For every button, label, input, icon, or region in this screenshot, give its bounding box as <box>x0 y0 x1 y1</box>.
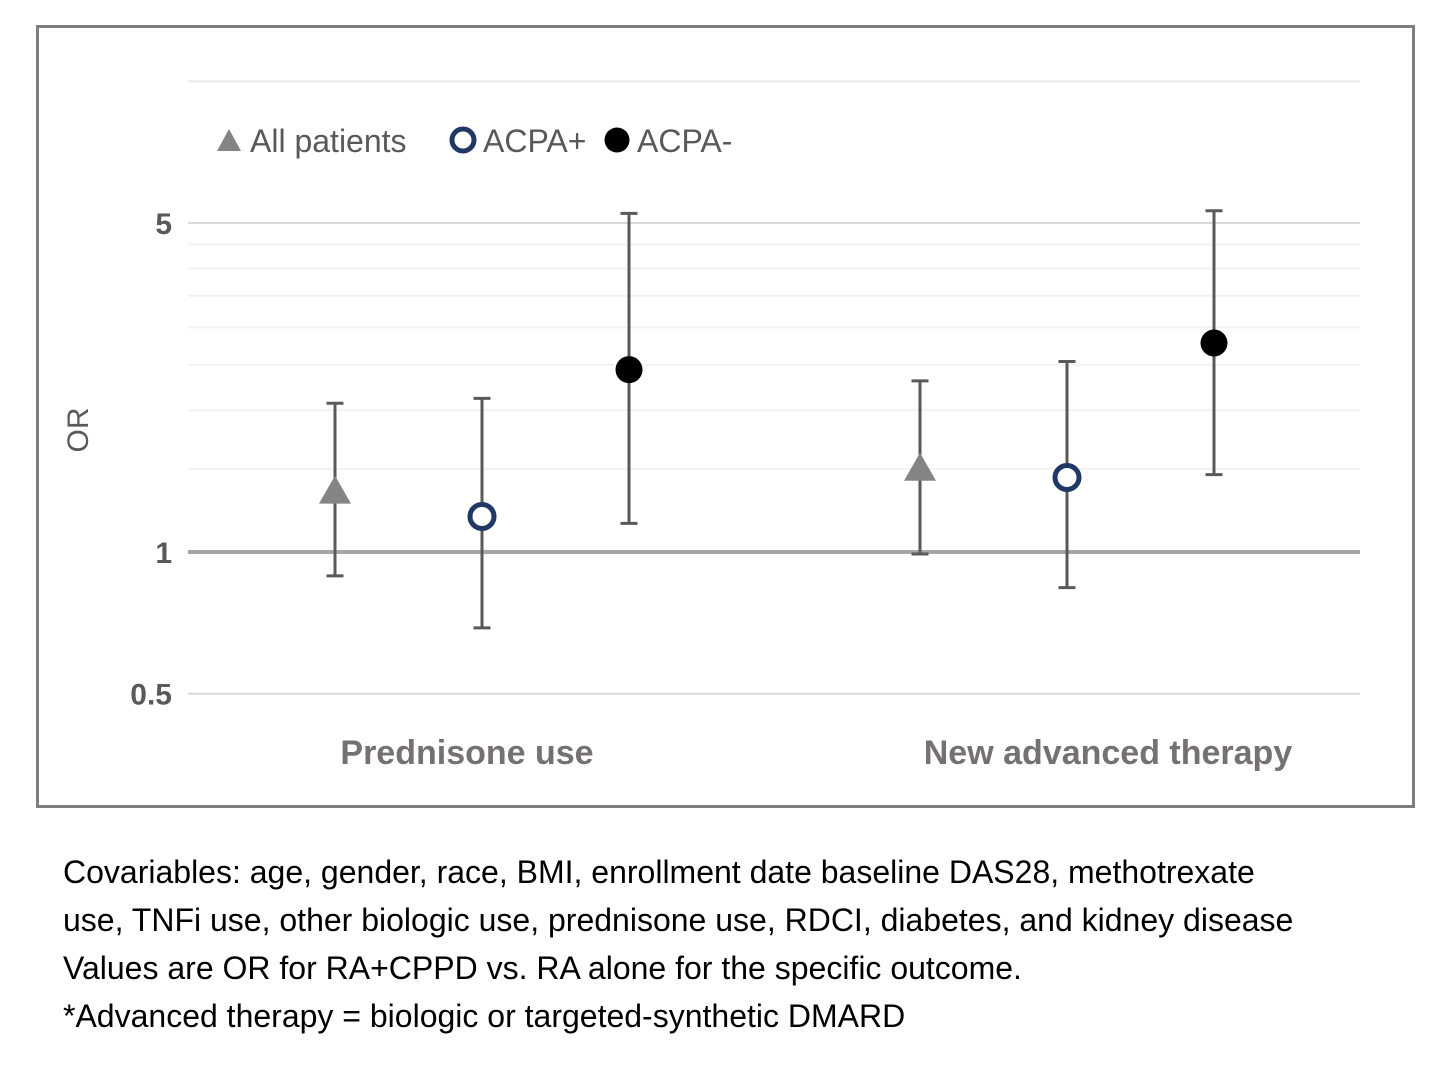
forest-plot-canvas: 510.5 OR All patients ACPA+ ACPA- Predni… <box>36 25 1415 808</box>
legend-label-acpa-neg: ACPA- <box>637 123 732 159</box>
legend: All patients ACPA+ ACPA- <box>217 123 732 159</box>
ytick-1: 1 <box>155 537 172 570</box>
marker-acpa--2 <box>1052 462 1082 492</box>
chart-frame <box>36 25 1415 808</box>
y-axis-tick-labels: 510.5 <box>130 208 172 712</box>
gridlines <box>188 80 1360 695</box>
ytick-5: 5 <box>155 208 172 241</box>
legend-label-acpa-pos: ACPA+ <box>483 123 586 159</box>
data-points <box>319 209 1228 630</box>
legend-label-all-patients: All patients <box>250 123 407 159</box>
legend-open-circle-icon <box>449 126 477 154</box>
category-label-1: Prednisone use <box>340 734 593 772</box>
caption-line-1: Covariables: age, gender, race, BMI, enr… <box>63 854 1255 890</box>
category-label-2: New advanced therapy <box>924 734 1293 772</box>
figure-caption: Covariables: age, gender, race, BMI, enr… <box>63 848 1423 1040</box>
marker-acpa--1 <box>467 501 497 531</box>
category-labels: Prednisone use New advanced therapy <box>340 734 1292 772</box>
forest-plot-figure: 5 1 0.5 OR All patients ACPA+ ACPA- Predni… <box>36 25 1415 808</box>
caption-line-3: Values are OR for RA+CPPD vs. RA alone f… <box>63 950 1022 986</box>
caption-line-2: use, TNFi use, other biologic use, predn… <box>63 902 1294 938</box>
legend-filled-circle-icon <box>604 127 630 153</box>
caption-line-4: *Advanced therapy = biologic or targeted… <box>63 998 906 1034</box>
marker-acpa--2 <box>1200 329 1228 357</box>
marker-all-patients-1 <box>319 475 351 504</box>
marker-all-patients-2 <box>904 452 936 481</box>
ytick-0.5: 0.5 <box>130 679 172 712</box>
y-axis-title: OR <box>62 408 95 453</box>
marker-acpa--1 <box>615 356 643 384</box>
legend-triangle-icon <box>217 129 241 151</box>
